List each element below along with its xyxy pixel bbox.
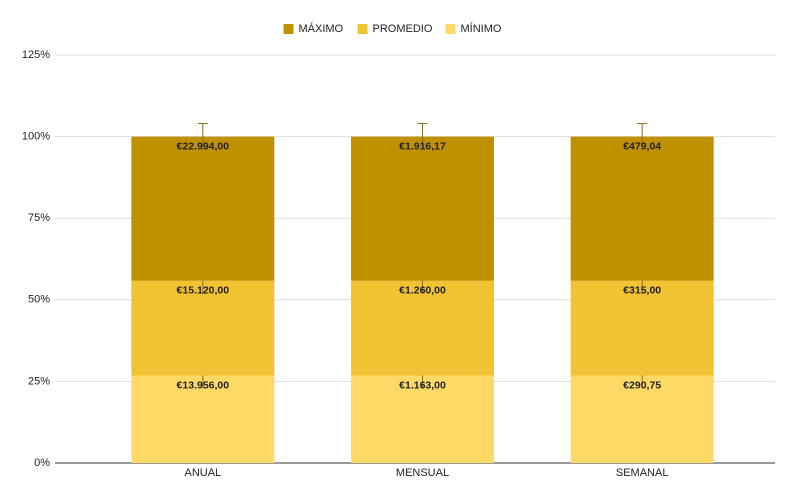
- bar-segment: [570, 280, 714, 376]
- x-tick-label: SEMANAL: [616, 467, 669, 479]
- value-label: €1.260,00: [399, 285, 446, 297]
- value-label: €1.163,00: [399, 379, 446, 391]
- y-tick-label: 100%: [22, 131, 50, 143]
- value-label: €315,00: [623, 285, 661, 297]
- bar-segment: [131, 280, 275, 376]
- bar-segment: [351, 280, 494, 376]
- legend-swatch: [283, 24, 294, 34]
- value-label: €290,75: [623, 379, 661, 391]
- bar-segment: [570, 375, 714, 463]
- x-tick-label: MENSUAL: [396, 467, 449, 479]
- legend-swatch: [445, 24, 456, 34]
- legend-label: MÍNIMO: [461, 22, 502, 35]
- bar-segment: [131, 136, 275, 281]
- value-label: €22.994,00: [177, 140, 230, 152]
- bar-segment: [570, 136, 714, 281]
- bar-segment: [131, 375, 275, 463]
- legend-swatch: [357, 24, 368, 34]
- value-label: €15.120,00: [177, 285, 230, 297]
- y-tick-label: 75%: [28, 212, 50, 224]
- legend-label: PROMEDIO: [373, 23, 433, 35]
- legend-label: MÁXIMO: [299, 22, 344, 35]
- x-tick-label: ANUAL: [184, 467, 221, 479]
- y-tick-label: 0%: [34, 457, 50, 469]
- bar-segment: [351, 136, 494, 281]
- y-tick-label: 25%: [28, 375, 50, 387]
- value-label: €1.916,17: [399, 140, 446, 152]
- value-label: €479,04: [623, 140, 661, 152]
- bar-segment: [351, 375, 494, 463]
- y-tick-label: 50%: [28, 294, 50, 306]
- y-tick-label: 125%: [22, 49, 50, 61]
- value-label: €13.956,00: [177, 379, 230, 391]
